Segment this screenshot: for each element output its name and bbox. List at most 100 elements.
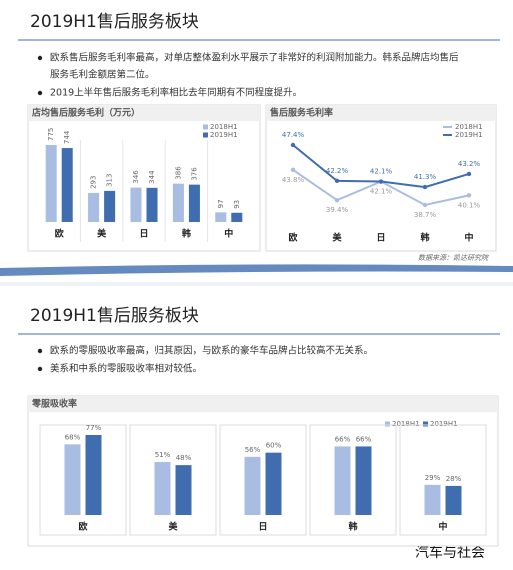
bar [104, 190, 116, 222]
value-label: 42.2% [326, 167, 349, 175]
bar [61, 148, 73, 222]
value-label: 77% [86, 424, 102, 432]
legend-swatch [203, 124, 208, 130]
value-label: 346 [132, 170, 140, 184]
footer-swoosh [0, 264, 513, 276]
value-label: 293 [90, 176, 98, 189]
value-label: 376 [190, 167, 198, 181]
marker [422, 184, 428, 190]
category-label: 美 [332, 232, 342, 244]
value-label: 56% [245, 446, 261, 454]
value-label: 29% [425, 474, 441, 482]
category-label: 日 [139, 229, 148, 240]
value-label: 28% [446, 475, 462, 483]
chart-header [28, 105, 260, 121]
bar [146, 187, 158, 222]
category-label: 韩 [348, 521, 357, 533]
bar [445, 485, 462, 515]
legend-label: 2018H1 [455, 123, 483, 131]
bullet: 欧系的零服吸收率最高，归其原因，与欧系的豪华车品牌占比较高不无关系。 [50, 345, 373, 357]
chart-title: 零服吸收率 [31, 398, 77, 410]
legend-label: 2018H1 [210, 123, 238, 131]
value-label: 39.4% [326, 206, 349, 214]
category-label: 美 [97, 228, 107, 240]
slide-title: 2019H1售后服务板块 [30, 12, 199, 32]
value-label: 48% [176, 454, 192, 462]
bar [424, 484, 441, 515]
bar [334, 446, 351, 515]
chart-title: 售后服务毛利率 [269, 107, 333, 119]
value-label: 43.2% [458, 160, 481, 168]
category-label: 中 [224, 228, 233, 240]
value-label: 66% [335, 435, 351, 443]
bullet: 2019上半年售后服务毛利率相比去年同期有不同程度提升。 [50, 87, 302, 99]
marker [466, 193, 472, 198]
bullet: 欧系售后服务毛利率最高，对单店整体盈利水平展示了非常好的利润附加能力。韩系品牌店… [50, 52, 459, 64]
legend-swatch [385, 421, 390, 427]
value-label: 775 [47, 128, 55, 141]
bar [172, 183, 184, 222]
value-label: 68% [65, 433, 81, 441]
bullet: 美系和中系的零服吸收率相对较低。 [50, 363, 202, 375]
bullet-dot [37, 366, 43, 372]
bar [130, 187, 142, 222]
value-label: 42.1% [370, 188, 393, 196]
bullet-dot [37, 90, 43, 96]
bar [45, 145, 57, 222]
bar [265, 452, 282, 515]
category-box [39, 424, 127, 536]
legend-swatch [423, 421, 428, 427]
legend-label: 2019H1 [430, 420, 458, 428]
category-label: 欧 [78, 521, 87, 533]
value-label: 93 [233, 200, 241, 209]
bar [244, 456, 261, 515]
marker [334, 197, 340, 203]
category-label: 中 [464, 232, 473, 244]
category-label: 韩 [420, 232, 429, 244]
marker [290, 142, 296, 148]
value-label: 40.1% [458, 201, 481, 209]
chart-title: 店均售后服务毛利（万元） [32, 107, 140, 119]
value-label: 42.1% [370, 168, 393, 176]
category-label: 韩 [182, 228, 191, 240]
legend-swatch [203, 132, 208, 138]
bar [175, 465, 192, 515]
category-label: 欧 [55, 228, 64, 240]
value-label: 313 [106, 174, 114, 187]
value-label: 41.3% [414, 173, 437, 181]
value-label: 386 [174, 166, 182, 180]
source: 数据来源：凯达研究院 [418, 254, 489, 262]
slide-title: 2019H1售后服务板块 [30, 306, 199, 326]
category-label: 欧 [288, 232, 297, 244]
category-box [219, 424, 307, 536]
category-label: 中 [438, 521, 447, 533]
value-label: 744 [63, 130, 71, 144]
marker [334, 178, 340, 184]
chart-header [266, 105, 496, 121]
legend-label: 2018H1 [392, 420, 420, 428]
value-label: 43.8% [282, 176, 305, 184]
value-label: 38.7% [414, 211, 437, 219]
bar [154, 462, 171, 515]
value-label: 97 [217, 199, 225, 208]
legend-label: 2019H1 [455, 131, 483, 139]
divider [0, 282, 513, 286]
bar [88, 192, 100, 222]
category-box [129, 424, 217, 536]
watermark: 汽车与社会 [415, 544, 485, 561]
bar [231, 212, 243, 222]
category-label: 日 [376, 233, 385, 244]
category-label: 美 [168, 521, 178, 533]
bullet-dot [37, 55, 43, 61]
chart-header [28, 396, 498, 412]
marker [290, 167, 296, 173]
bar [64, 444, 81, 515]
bar [355, 446, 372, 515]
value-label: 51% [155, 451, 171, 459]
marker [378, 179, 384, 184]
value-label: 344 [148, 170, 156, 184]
bar [188, 184, 200, 222]
category-box [309, 424, 397, 536]
value-label: 60% [266, 442, 282, 450]
